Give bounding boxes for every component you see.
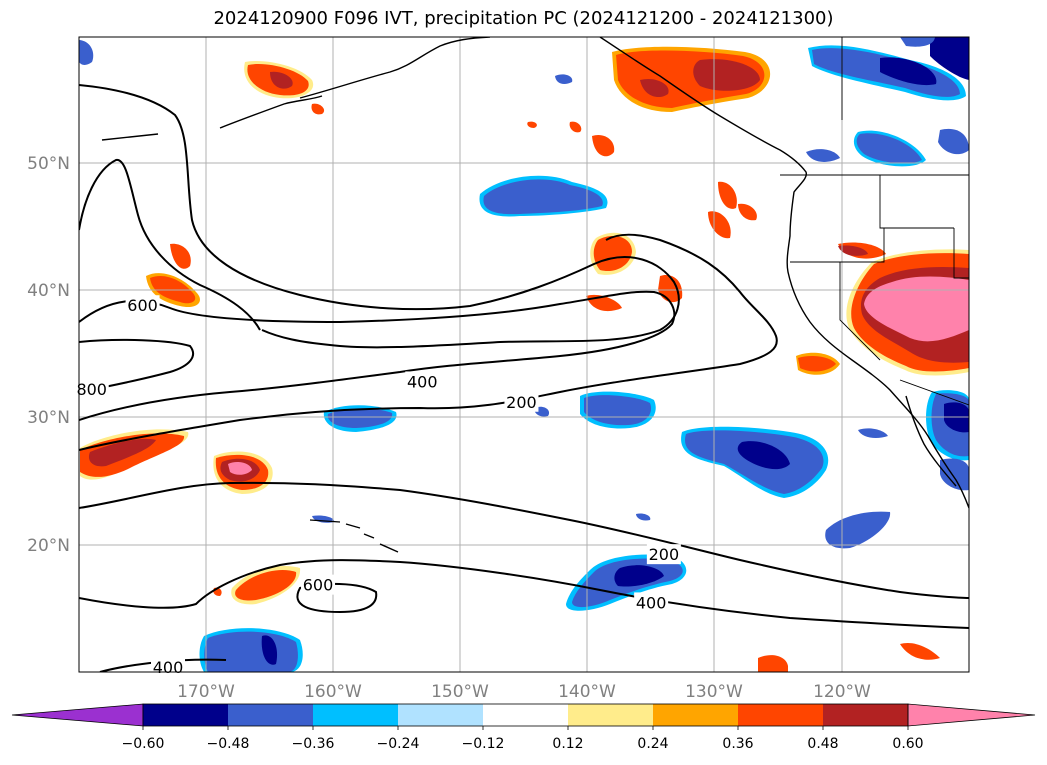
precip-positive-california — [796, 249, 969, 376]
colorbar-extend-high — [907, 703, 1036, 727]
contour-label: 200 — [649, 545, 680, 564]
lon-label: 140°W — [558, 682, 616, 702]
colorbar-tick-label: −0.60 — [122, 736, 165, 752]
colorbar-outline — [142, 703, 909, 727]
colorbar-extend-low — [11, 703, 144, 727]
lat-label: 20°N — [27, 536, 70, 556]
lat-label: 30°N — [27, 408, 70, 428]
lon-label: 160°W — [304, 682, 362, 702]
map-frame — [78, 36, 970, 673]
colorbar-tick-label: 0.24 — [637, 736, 668, 752]
contour-label: 400 — [153, 658, 184, 677]
colorbar-tick-label: −0.12 — [462, 736, 505, 752]
contour-label: 600 — [127, 296, 158, 315]
colorbar-swatch — [568, 704, 653, 726]
colorbar-tick-label: 0.36 — [722, 736, 753, 752]
contour-label-bg — [646, 544, 681, 565]
contour-label-bg — [74, 379, 109, 400]
colorbar-swatch — [313, 704, 398, 726]
colorbar-swatch — [823, 704, 908, 726]
contour-label-bg — [634, 592, 669, 613]
colorbar-tick-label: 0.60 — [892, 736, 923, 752]
precip-negative-subtropics — [199, 390, 969, 672]
precip-negative-north — [79, 37, 969, 167]
contour-label-bg — [125, 295, 160, 316]
colorbar-tick-label: −0.24 — [377, 736, 420, 752]
colorbar-tick-label: 0.48 — [807, 736, 838, 752]
lat-label: 40°N — [27, 281, 70, 301]
ivt-contours — [79, 84, 969, 672]
colorbar-swatch — [228, 704, 313, 726]
contour-label: 200 — [506, 393, 537, 412]
colorbar-swatch — [653, 704, 738, 726]
lon-label: 150°W — [431, 682, 489, 702]
colorbar: −0.60 −0.48 −0.36 −0.24 −0.12 0.12 0.24 0.36 0.4… — [11, 703, 1036, 752]
contour-labels: 600 800 400 200 600 200 400 400 — [74, 295, 681, 678]
figure-title: 2024120900 F096 IVT, precipitation PC (2… — [213, 8, 834, 29]
colorbar-tick-label: 0.12 — [552, 736, 583, 752]
contour-label: 600 — [303, 576, 334, 595]
lat-label: 50°N — [27, 154, 70, 174]
lon-label: 170°W — [177, 682, 235, 702]
contour-label: 400 — [636, 593, 667, 612]
political-borders — [780, 37, 969, 406]
lon-label: 120°W — [813, 682, 871, 702]
contour-label: 800 — [76, 380, 107, 399]
lon-label: 130°W — [685, 682, 743, 702]
coastlines — [101, 37, 969, 553]
precip-negative-central — [479, 175, 608, 217]
contour-label: 400 — [407, 372, 438, 391]
colorbar-swatch — [398, 704, 483, 726]
contour-label-bg — [301, 574, 336, 595]
precipitation-field — [79, 37, 969, 672]
graticule — [79, 37, 969, 672]
colorbar-swatch — [483, 704, 568, 726]
colorbar-swatch — [143, 704, 228, 726]
colorbar-tick-label: −0.48 — [207, 736, 250, 752]
colorbar-tick-label: −0.36 — [292, 736, 335, 752]
colorbar-swatch — [738, 704, 823, 726]
precip-positive-alaska — [244, 46, 771, 157]
contour-label-bg — [504, 391, 539, 412]
axis-labels: 50°N 40°N 30°N 20°N 170°W 160°W 150°W 14… — [27, 154, 871, 702]
contour-label-bg — [405, 371, 440, 392]
